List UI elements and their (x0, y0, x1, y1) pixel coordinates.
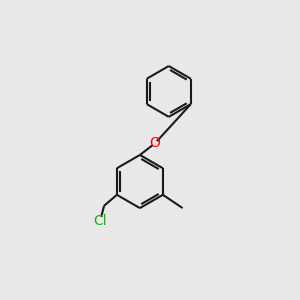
Text: O: O (149, 136, 160, 150)
Text: Cl: Cl (93, 214, 107, 228)
